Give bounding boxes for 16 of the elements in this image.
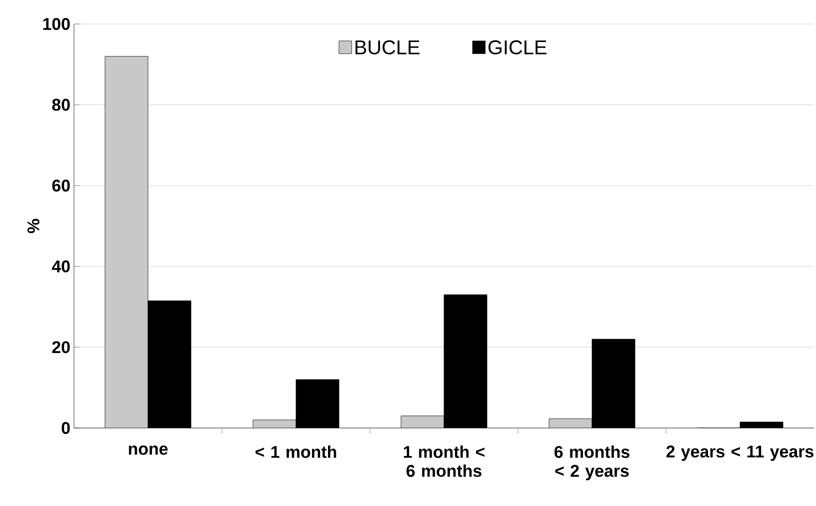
y-tick-label: 60 (52, 180, 70, 192)
y-tick-label: 80 (52, 98, 70, 111)
x-tick-label: 2 years < 11 years (666, 446, 814, 461)
x-tick-label: 1 month < 6 months (404, 446, 484, 477)
y-tick-label: 100 (43, 18, 70, 30)
legend-label: GICLE (488, 40, 546, 54)
y-axis-title: % (27, 218, 40, 234)
legend-label: BUCLE (356, 40, 420, 54)
x-tick-label: 6 months < 2 years (554, 446, 630, 480)
x-tick-label: < 1 month (256, 446, 336, 458)
bar (253, 420, 296, 428)
bar (401, 416, 444, 428)
y-tick-label: 0 (62, 422, 70, 434)
y-tick-label: 40 (52, 260, 70, 272)
y-tick-label: 20 (52, 341, 70, 354)
x-tick-label: none (128, 446, 168, 455)
